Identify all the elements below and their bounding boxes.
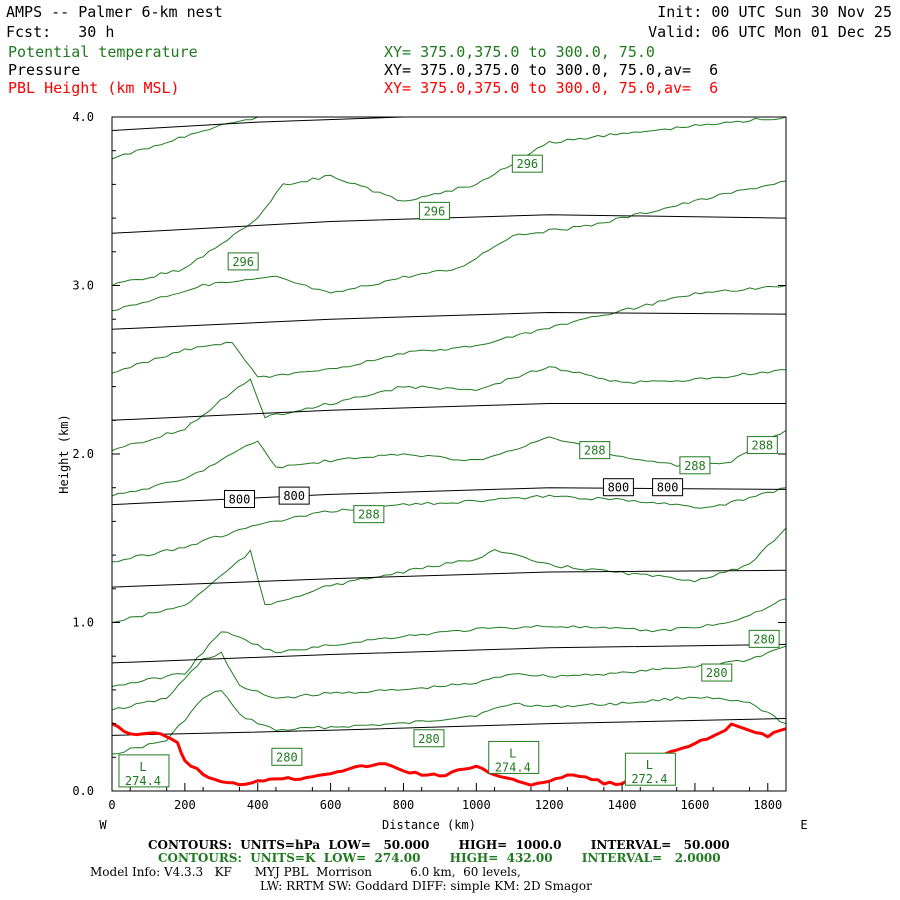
east-label: E: [800, 818, 807, 832]
x-tick-label: 200: [174, 798, 196, 812]
field-name-theta: Potential temperature: [8, 43, 198, 61]
isobar-700: [112, 311, 786, 330]
x-tick-label: 1400: [608, 798, 637, 812]
contour-label: 280: [706, 666, 728, 680]
theta-contour-284: [112, 527, 786, 623]
contour-label-box: [278, 486, 310, 505]
contour-label: 288: [358, 508, 380, 522]
isobar-750: [112, 403, 786, 421]
isobar-950: [112, 718, 786, 736]
pbl-height-line: [112, 722, 786, 787]
model-info-physics: LW: RRTM SW: Goddard DIFF: simple KM: 2D…: [260, 879, 592, 893]
contour-label: 800: [283, 489, 305, 503]
contour-label-box: [413, 729, 445, 748]
theta-contour-278: [112, 690, 786, 755]
contour-label: 800: [229, 492, 251, 506]
theta-contour-296: [112, 117, 786, 286]
init-time: Init: 00 UTC Sun 30 Nov 25: [657, 3, 892, 21]
field-xy-theta: XY= 375.0,375.0 to 300.0, 75.0: [384, 43, 655, 61]
forecast-hour: Fcst: 30 h: [6, 23, 115, 41]
contour-label: 280: [753, 632, 775, 646]
contour-label: 288: [684, 459, 706, 473]
low-marker-box: [118, 754, 170, 788]
contour-label-box: [679, 456, 711, 475]
contour-label-box: [701, 663, 733, 682]
contour-label: 296: [232, 255, 254, 269]
theta-contour-294: [112, 180, 786, 312]
low-marker-value: 274.4: [495, 760, 531, 774]
theta-contour-280: [112, 645, 786, 711]
field-xy-pressure: XY= 375.0,375.0 to 300.0, 75.0,av= 6: [384, 61, 719, 79]
y-tick-label: 4.0: [72, 110, 94, 124]
contour-label: 296: [516, 157, 538, 171]
x-axis-label: Distance (km): [382, 818, 476, 832]
plot-title: AMPS -- Palmer 6-km nest: [6, 3, 223, 21]
contour-label-box: [746, 436, 778, 455]
x-tick-label: 0: [108, 798, 115, 812]
theta-contour-288: [112, 429, 786, 497]
field-xy-pbl: XY= 375.0,375.0 to 300.0, 75.0,av= 6: [384, 79, 719, 97]
low-marker-value: 274.4: [125, 774, 161, 788]
isobar-900: [112, 643, 786, 664]
low-marker-box: [624, 752, 676, 786]
pressure-contour-info: CONTOURS: UNITS=hPa LOW= 50.000 HIGH= 10…: [148, 838, 730, 852]
theta-contour-298: [112, 117, 258, 160]
contour-label: 280: [276, 750, 298, 764]
isobar-800: [112, 487, 786, 506]
contour-label-box: [602, 478, 634, 497]
isobar-600: [112, 117, 404, 131]
contour-label-box: [224, 489, 256, 508]
x-tick-label: 1800: [753, 798, 782, 812]
low-marker-value: 272.4: [631, 772, 667, 786]
model-info: Model Info: V4.3.3 KF MYJ PBL Morrison 6…: [90, 865, 521, 879]
x-tick-label: 800: [393, 798, 415, 812]
theta-contour-info: CONTOURS: UNITS=K LOW= 274.00 HIGH= 432.…: [158, 851, 721, 865]
contour-label: 280: [418, 732, 440, 746]
contour-label: 288: [751, 439, 773, 453]
west-label: W: [99, 818, 107, 832]
low-marker-box: [488, 740, 540, 774]
y-tick-label: 0.0: [72, 784, 94, 798]
x-tick-label: 1200: [535, 798, 564, 812]
theta-contour-290: [112, 366, 786, 452]
y-axis-label: Height (km): [57, 414, 71, 493]
contour-label: 288: [584, 444, 606, 458]
low-marker-letter: L: [509, 746, 516, 760]
contour-label-box: [579, 441, 611, 460]
low-marker-letter: L: [139, 760, 146, 774]
contour-label-box: [353, 505, 385, 524]
contour-label: 800: [657, 481, 679, 495]
contour-label-box: [271, 747, 303, 766]
theta-contour-286: [112, 487, 786, 563]
contour-label-box: [748, 629, 780, 648]
isobar-850: [112, 569, 786, 588]
low-marker-letter: L: [646, 758, 653, 772]
valid-time: Valid: 06 UTC Mon 01 Dec 25: [648, 23, 892, 41]
x-tick-label: 1000: [462, 798, 491, 812]
y-tick-label: 3.0: [72, 279, 94, 293]
contour-label: 800: [608, 481, 630, 495]
field-name-pbl: PBL Height (km MSL): [8, 79, 180, 97]
x-tick-label: 400: [247, 798, 269, 812]
contour-label-box: [511, 154, 543, 173]
contour-label: 296: [424, 204, 446, 218]
x-tick-label: 1600: [680, 798, 709, 812]
contour-label-box: [227, 252, 259, 271]
y-tick-label: 1.0: [72, 616, 94, 630]
contour-label-box: [652, 478, 684, 497]
y-tick-label: 2.0: [72, 447, 94, 461]
theta-contour-282: [112, 598, 786, 687]
x-tick-label: 600: [320, 798, 342, 812]
field-name-pressure: Pressure: [8, 61, 81, 79]
contour-label-box: [418, 201, 450, 220]
theta-contour-292: [112, 285, 786, 378]
